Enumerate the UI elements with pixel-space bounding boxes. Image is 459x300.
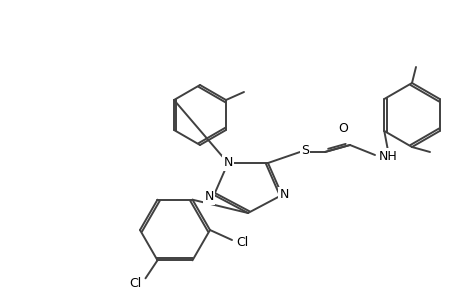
Text: N: N xyxy=(223,157,232,169)
Text: O: O xyxy=(337,122,347,134)
Text: NH: NH xyxy=(378,149,397,163)
Text: Cl: Cl xyxy=(129,277,141,290)
Text: N: N xyxy=(204,190,213,203)
Text: N: N xyxy=(279,188,288,202)
Text: S: S xyxy=(300,143,308,157)
Text: Cl: Cl xyxy=(235,236,247,248)
